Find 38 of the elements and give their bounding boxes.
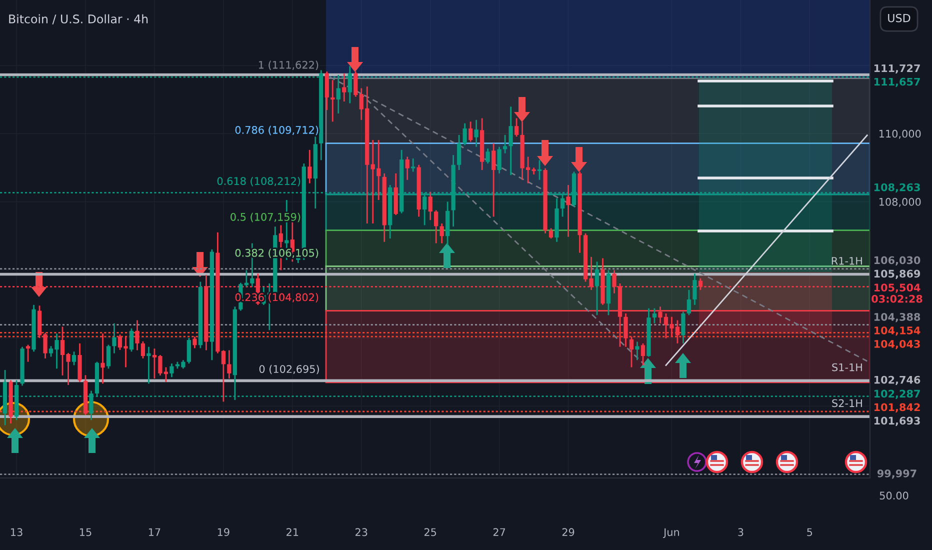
text: 50.00 [880,492,908,500]
ref-line-label: 111,657 [874,78,920,88]
y-tick-label: 108,000 [879,198,921,207]
y-axis-title: USD [888,14,910,22]
annotation: S2-1H [832,399,862,408]
x-tick-label: Jun [663,528,679,538]
x-tick-label: 27 [493,528,506,536]
annotation: 0 (102,695) [259,364,319,374]
annotation: S1-1H [832,363,862,372]
ref-line-label: 106,030 [874,256,920,266]
ref-line-label: 99,997 [877,470,916,479]
x-tick-label: 5 [807,528,812,536]
ref-line-label: 102,287 [874,390,920,399]
x-tick-label: 19 [218,528,230,536]
ref-line-label: 105,504 03:02:28 [872,284,922,303]
ref-line-label: 105,869 [874,270,920,279]
band-label: 0.618 (108,212) [217,176,300,186]
ref-line-label: 102,746 [874,376,920,386]
text: Bitcoin / U.S. Dollar · 4h [9,14,148,24]
x-tick-label: 29 [562,528,574,536]
x-tick-label: 3 [738,528,744,536]
ref-line-label: 101,693 [874,416,920,426]
ref-line-label: 108,263 [874,183,920,193]
annotation: R1-1H [832,257,862,265]
ref-line-label: 111,727 [874,64,920,74]
ref-line-label: 104,154 [874,326,920,336]
ref-line-label: 104,388 [874,312,920,322]
x-tick-label: 23 [356,528,368,536]
y-tick-label: 110,000 [879,130,921,139]
band-label: 0.786 (109,712) [235,126,318,136]
band-label: 1 (111,622) [259,60,318,70]
ref-line-label: 101,842 [874,403,920,412]
ref-line-label: 104,043 [874,340,920,350]
x-tick-label: 13 [11,528,22,536]
x-tick-label: 21 [286,528,298,536]
x-tick-label: 17 [148,528,160,536]
x-tick-label: 15 [80,528,92,536]
x-tick-label: 25 [424,528,436,536]
